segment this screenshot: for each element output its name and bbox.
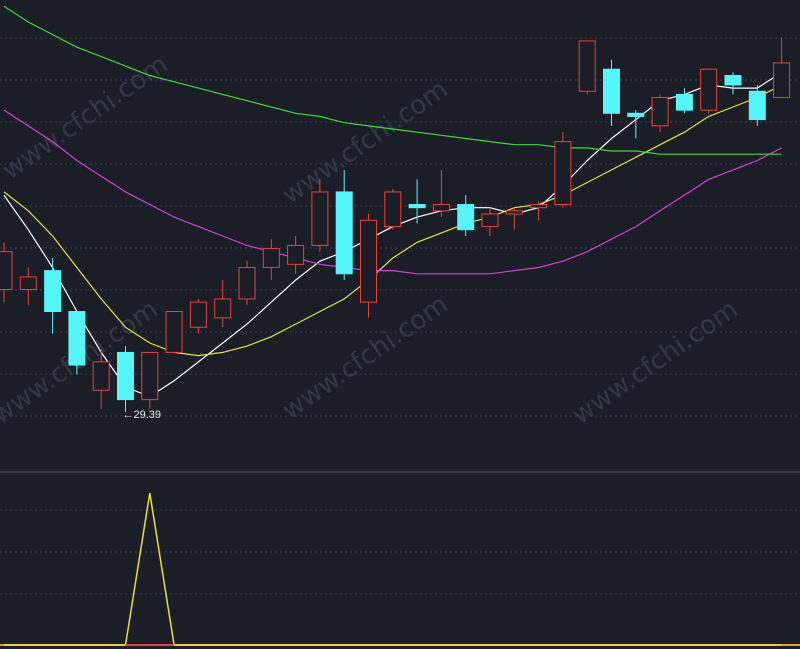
candle	[384, 188, 402, 230]
candle	[481, 207, 499, 236]
indicator-grid	[0, 509, 800, 595]
candle	[530, 201, 548, 221]
candle	[44, 258, 62, 334]
ma-line-3	[3, 109, 782, 275]
candle-body	[19, 276, 37, 290]
ma-line-2	[3, 84, 782, 357]
candle	[311, 179, 329, 252]
candle	[287, 236, 305, 274]
candle	[748, 84, 766, 126]
candle-body	[578, 40, 596, 92]
candle	[627, 110, 645, 139]
candle-body	[505, 210, 523, 215]
candle	[724, 72, 742, 95]
candle-body	[141, 351, 159, 401]
low-price-marker: ←29.39	[123, 409, 162, 421]
candle	[92, 349, 110, 410]
candle-body	[700, 68, 718, 111]
candle-body	[0, 251, 13, 290]
candle-body	[117, 351, 134, 401]
candle-body	[530, 204, 548, 209]
candle-body	[748, 90, 766, 121]
candle-body	[457, 204, 475, 231]
candle	[165, 311, 183, 353]
candle-body	[554, 141, 572, 206]
candle	[505, 207, 523, 230]
candle-body	[651, 97, 669, 127]
candle-body	[724, 75, 742, 86]
candle	[335, 169, 353, 281]
candle-body	[603, 68, 620, 114]
candle	[578, 40, 596, 95]
candle	[214, 280, 232, 328]
candle-body	[627, 112, 645, 117]
indicator-panel	[0, 492, 800, 646]
candle	[432, 169, 450, 218]
candle-body	[360, 219, 377, 303]
candle-body	[287, 244, 305, 265]
candle-body	[189, 301, 207, 328]
candle	[19, 267, 37, 306]
candle-body	[92, 361, 110, 391]
candle	[603, 59, 620, 126]
candle-body	[432, 204, 450, 212]
candle-body	[481, 213, 499, 228]
candle	[262, 239, 280, 281]
candle	[554, 132, 572, 208]
candle	[238, 261, 256, 306]
candle-body	[44, 270, 62, 313]
ma-line-4	[3, 5, 782, 155]
candle-body	[238, 266, 256, 300]
low-price-label: ←29.39	[123, 409, 162, 421]
indicator-signal-line	[4, 492, 782, 646]
candle	[651, 94, 669, 133]
candle-body	[68, 311, 86, 366]
candle-body	[165, 311, 183, 353]
candle-body	[335, 191, 353, 275]
candle	[360, 213, 377, 318]
candle	[141, 351, 159, 410]
candle	[0, 242, 13, 303]
candle	[189, 298, 207, 334]
candle-body	[262, 248, 280, 268]
candle	[457, 195, 475, 236]
candle	[408, 179, 426, 224]
candle-body	[408, 204, 426, 209]
candle	[675, 88, 693, 114]
candlesticks	[0, 37, 791, 413]
candle-body	[214, 298, 232, 319]
candle-body	[384, 191, 402, 228]
candle	[773, 37, 791, 99]
candle-body	[773, 62, 791, 99]
candle	[68, 311, 86, 375]
candle-body	[675, 93, 693, 111]
candle	[700, 68, 718, 114]
candle	[117, 346, 134, 413]
candle-body	[311, 191, 329, 246]
